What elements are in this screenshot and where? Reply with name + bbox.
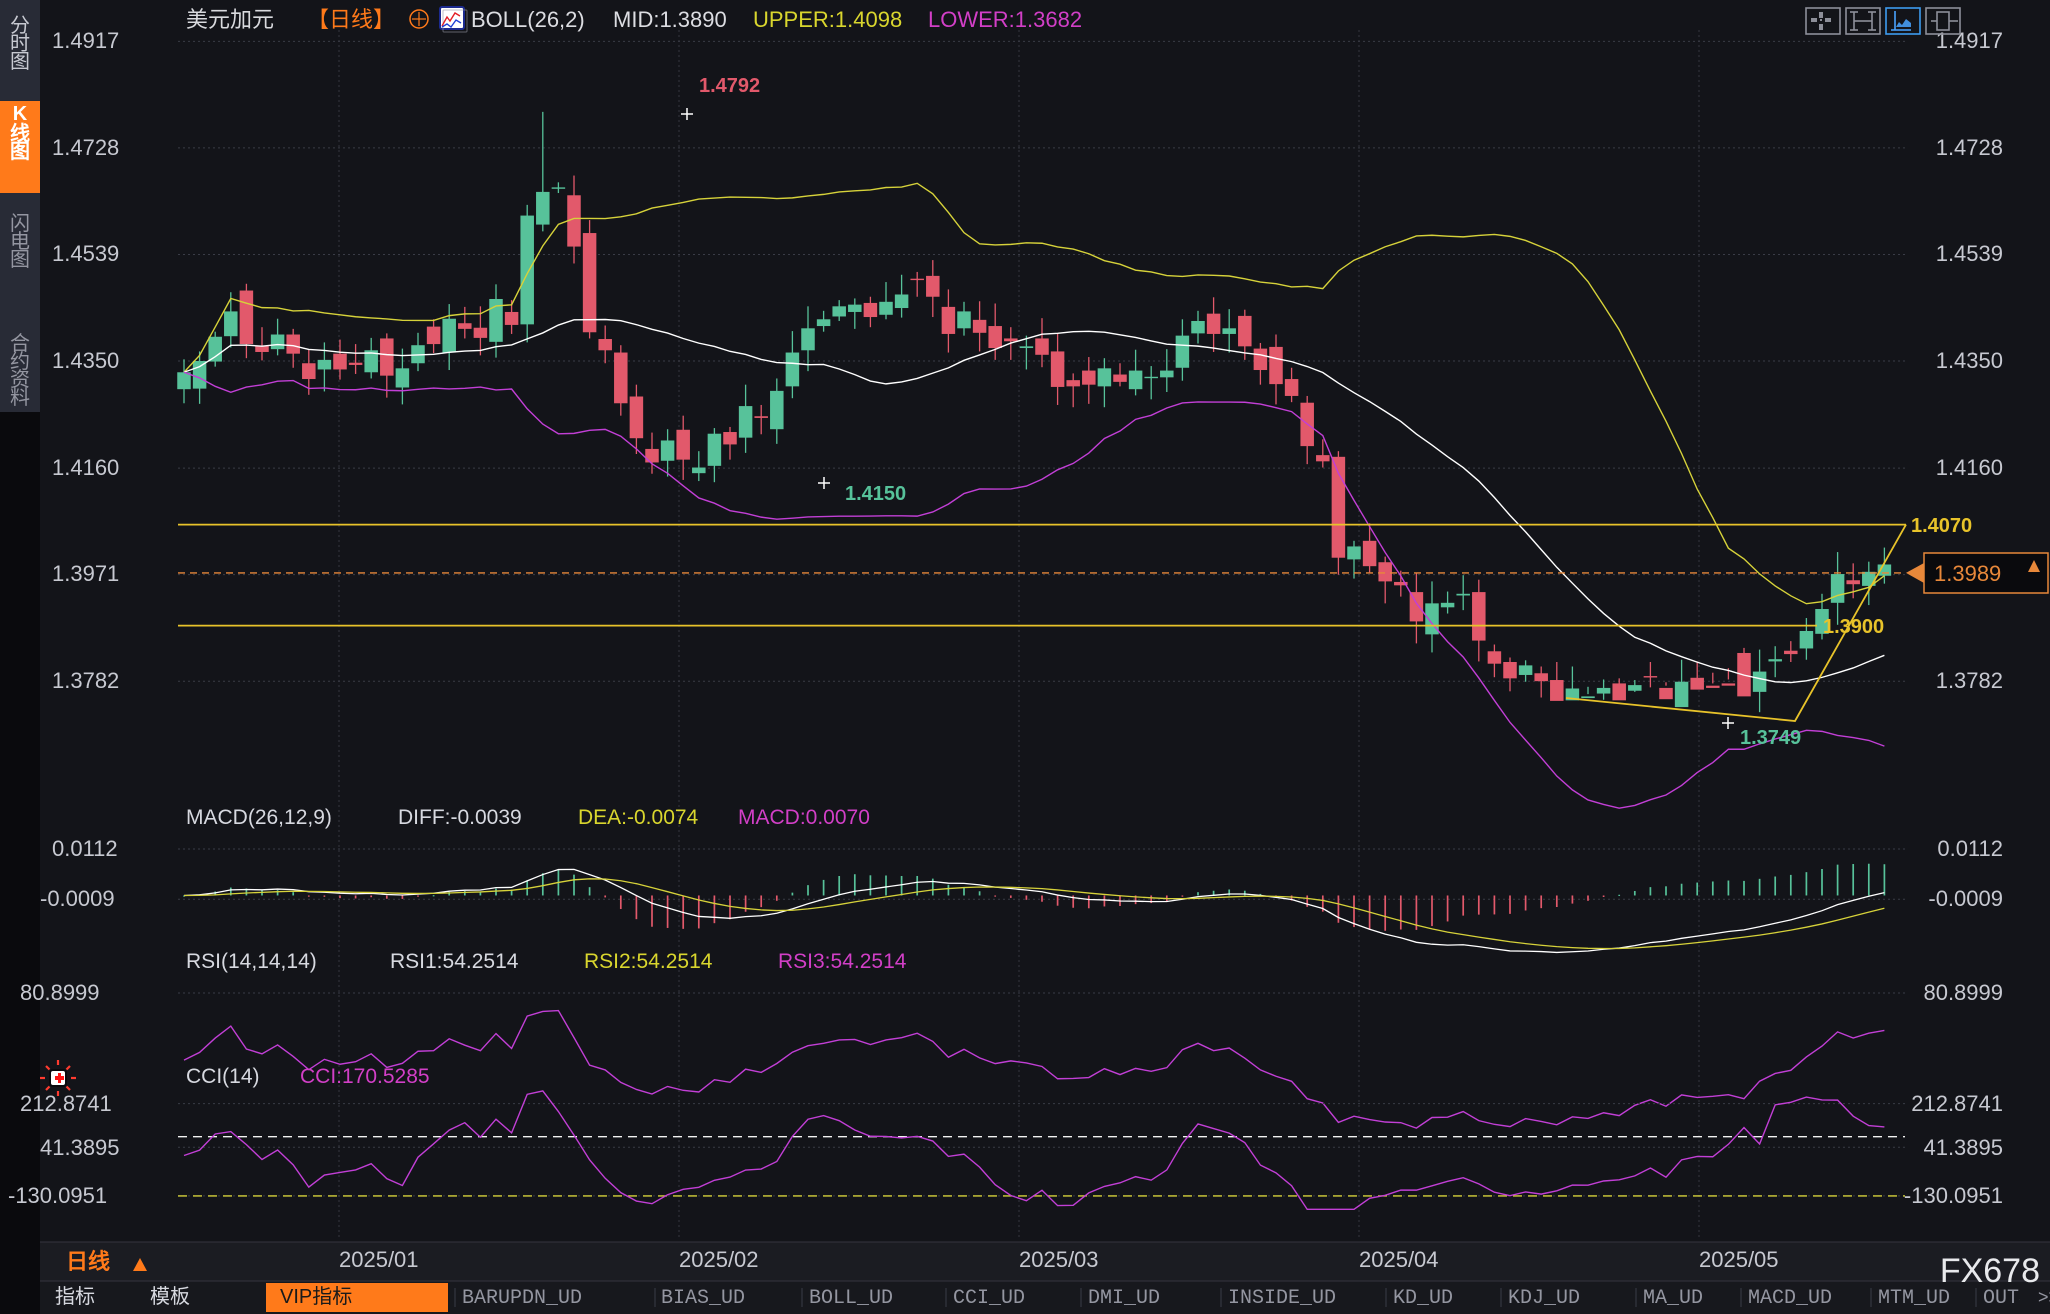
svg-text:BARUPDN_UD: BARUPDN_UD (462, 1287, 582, 1310)
svg-text:图: 图 (10, 249, 30, 271)
svg-text:1.4728: 1.4728 (52, 135, 119, 160)
svg-text:2025/02: 2025/02 (679, 1247, 759, 1272)
svg-text:LOWER:1.3682: LOWER:1.3682 (928, 7, 1082, 32)
svg-text:1.4917: 1.4917 (1936, 28, 2003, 53)
svg-text:MACD:0.0070: MACD:0.0070 (738, 806, 870, 829)
svg-text:1.4070: 1.4070 (1911, 515, 1972, 537)
svg-text:日线: 日线 (66, 1249, 110, 1274)
svg-text:料: 料 (10, 386, 30, 409)
svg-text:2025/05: 2025/05 (1699, 1247, 1779, 1272)
svg-text:BOLL(26,2): BOLL(26,2) (471, 7, 585, 32)
svg-text:指标: 指标 (55, 1285, 95, 1308)
svg-text:1.4350: 1.4350 (1936, 348, 2003, 373)
svg-text:RSI2:54.2514: RSI2:54.2514 (584, 950, 713, 973)
svg-text:1.4728: 1.4728 (1936, 135, 2003, 160)
svg-text:K: K (13, 103, 28, 125)
svg-text:CCI(14): CCI(14) (186, 1065, 260, 1088)
svg-text:DIFF:-0.0039: DIFF:-0.0039 (398, 806, 522, 829)
svg-text:MTM_UD: MTM_UD (1878, 1287, 1950, 1310)
svg-text:CCI_UD: CCI_UD (953, 1287, 1025, 1310)
svg-text:1.3989: 1.3989 (1934, 561, 2001, 586)
svg-text:1.3749: 1.3749 (1740, 727, 1801, 749)
svg-text:RSI3:54.2514: RSI3:54.2514 (778, 950, 907, 973)
svg-text:2025/03: 2025/03 (1019, 1247, 1099, 1272)
svg-text:0.0112: 0.0112 (1937, 836, 2003, 861)
svg-text:INSIDE_UD: INSIDE_UD (1228, 1287, 1336, 1310)
svg-text:KDJ_UD: KDJ_UD (1508, 1287, 1580, 1310)
svg-text:FX678: FX678 (1940, 1252, 2040, 1290)
svg-text:DEA:-0.0074: DEA:-0.0074 (578, 806, 699, 829)
svg-text:1.4539: 1.4539 (52, 241, 119, 266)
svg-text:1.4792: 1.4792 (699, 75, 760, 97)
svg-text:KD_UD: KD_UD (1393, 1287, 1453, 1310)
svg-text:1.3782: 1.3782 (1936, 668, 2003, 693)
svg-text:1.3900: 1.3900 (1823, 616, 1884, 638)
svg-text:1.3971: 1.3971 (52, 561, 119, 586)
svg-text:41.3895: 41.3895 (1923, 1135, 2003, 1160)
svg-text:图: 图 (10, 51, 30, 73)
svg-text:RSI(14,14,14): RSI(14,14,14) (186, 950, 317, 973)
svg-text:1.4150: 1.4150 (845, 483, 906, 505)
svg-text:CCI:170.5285: CCI:170.5285 (300, 1065, 430, 1088)
svg-text:MID:1.3890: MID:1.3890 (613, 7, 727, 32)
svg-text:模板: 模板 (150, 1285, 190, 1308)
svg-text:DMI_UD: DMI_UD (1088, 1287, 1160, 1310)
svg-text:0.0112: 0.0112 (52, 836, 118, 861)
svg-text:80.8999: 80.8999 (20, 980, 100, 1005)
svg-text:2025/04: 2025/04 (1359, 1247, 1439, 1272)
svg-text:MACD_UD: MACD_UD (1748, 1287, 1832, 1310)
svg-text:RSI1:54.2514: RSI1:54.2514 (390, 950, 519, 973)
svg-text:BOLL_UD: BOLL_UD (809, 1287, 893, 1310)
svg-text:-130.0951: -130.0951 (1904, 1183, 2003, 1208)
svg-text:图: 图 (10, 140, 30, 163)
svg-text:2025/01: 2025/01 (339, 1247, 419, 1272)
svg-text:MACD(26,12,9): MACD(26,12,9) (186, 806, 332, 829)
svg-text:41.3895: 41.3895 (40, 1135, 120, 1160)
svg-text:1.4539: 1.4539 (1936, 241, 2003, 266)
svg-text:80.8999: 80.8999 (1923, 980, 2003, 1005)
svg-text:-0.0009: -0.0009 (1928, 886, 2003, 911)
svg-text:BIAS_UD: BIAS_UD (661, 1287, 745, 1310)
svg-text:1.4350: 1.4350 (52, 348, 119, 373)
svg-text:212.8741: 212.8741 (1911, 1091, 2003, 1116)
svg-text:UPPER:1.4098: UPPER:1.4098 (753, 7, 902, 32)
svg-text:1.3782: 1.3782 (52, 668, 119, 693)
svg-text:-130.0951: -130.0951 (8, 1183, 107, 1208)
svg-text:1.4160: 1.4160 (52, 455, 119, 480)
svg-text:-0.0009: -0.0009 (40, 886, 115, 911)
svg-text:>>: >> (2038, 1287, 2050, 1307)
svg-text:MA_UD: MA_UD (1643, 1287, 1703, 1310)
svg-text:212.8741: 212.8741 (20, 1091, 112, 1116)
svg-text:1.4160: 1.4160 (1936, 455, 2003, 480)
svg-text:【日线】: 【日线】 (307, 7, 395, 32)
svg-text:美元加元: 美元加元 (186, 7, 274, 32)
svg-text:VIP指标: VIP指标 (280, 1285, 352, 1308)
svg-text:1.4917: 1.4917 (52, 28, 119, 53)
